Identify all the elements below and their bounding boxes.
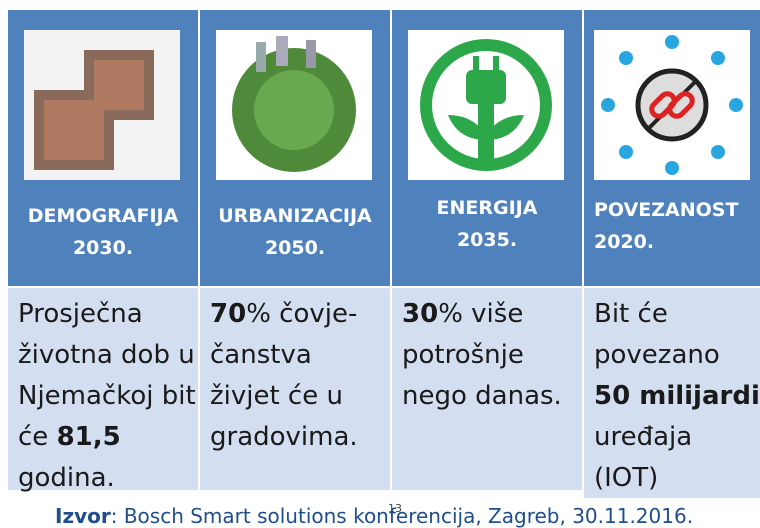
body-cell: Prosječna životna dob u Njemačkoj bit će… [8, 288, 198, 490]
header-cell: URBANIZACIJA 2050. [200, 10, 390, 286]
network-image [594, 30, 750, 180]
footer: Izvor: Bosch Smart solutions konferencij… [55, 504, 693, 528]
slide: {"table": { "headers": [ {"title": "DEMO… [0, 0, 760, 522]
footer-label: Izvor [55, 504, 111, 528]
body-cell: Bit će povezano 50 milijardi uređaja (IO… [584, 288, 760, 498]
header-year: 2050. [265, 237, 325, 259]
energy-image [408, 30, 564, 180]
cell-text: Bit će povezano [594, 299, 720, 370]
cell-bold: 70 [210, 299, 246, 329]
body-cell: 30% više potrošnje nego danas. [392, 288, 582, 490]
cell-bold: 50 milijardi [594, 381, 760, 411]
header-year: 2020. [594, 231, 654, 253]
header-title: POVEZANOST [594, 199, 738, 221]
cell-text: godina. [18, 463, 115, 493]
cell-bold: 81,5 [57, 422, 121, 452]
cell-bold: 30 [402, 299, 438, 329]
page-number: 13 [388, 502, 402, 515]
header-year: 2030. [73, 237, 133, 259]
body-cell: 70% čovje- čanstva živjet će u gradovima… [200, 288, 390, 490]
header-title: URBANIZACIJA [218, 205, 371, 227]
cell-text: uređaja (IOT) [594, 422, 692, 493]
city-globe-image [216, 30, 372, 180]
crowd-image [24, 30, 180, 180]
header-title: ENERGIJA [437, 197, 538, 219]
header-cell: DEMOGRAFIJA 2030. [8, 10, 198, 286]
header-year: 2035. [457, 229, 517, 251]
header-cell: POVEZANOST 2020. [584, 10, 760, 286]
header-title: DEMOGRAFIJA [28, 205, 179, 227]
header-cell: ENERGIJA 2035. [392, 10, 582, 286]
